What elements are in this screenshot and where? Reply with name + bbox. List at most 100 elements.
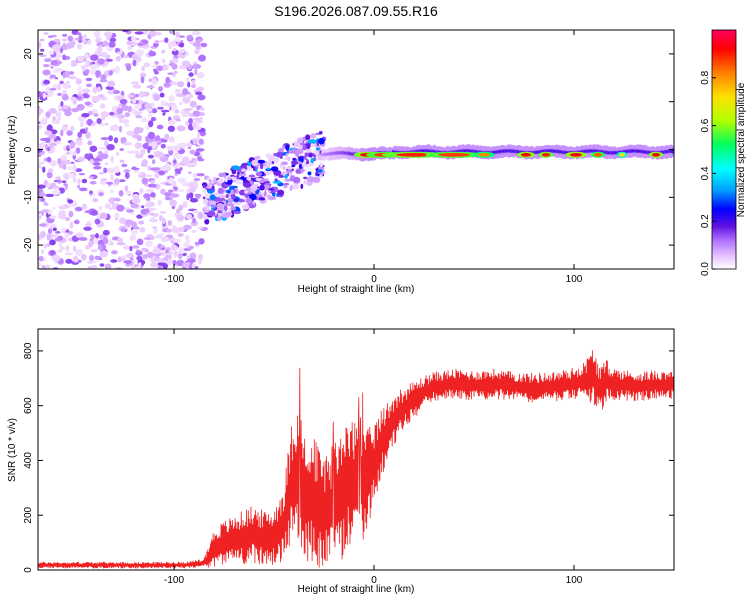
noise-blob — [174, 173, 178, 177]
snr-x-label: Height of straight line (km) — [298, 584, 415, 595]
noise-blob — [90, 64, 99, 69]
echo-blob — [202, 213, 208, 220]
echo-blob — [204, 193, 212, 199]
noise-blob — [100, 212, 106, 219]
noise-blob — [178, 42, 185, 48]
noise-blob — [51, 234, 59, 238]
noise-blob — [151, 108, 158, 114]
trace-peak — [570, 153, 582, 157]
echo-blob — [217, 178, 224, 184]
echo-blob — [226, 203, 235, 207]
noise-blob — [39, 118, 48, 126]
noise-blob — [57, 249, 63, 253]
snr-ticks: -100 0 100 0 200 400 600 800 — [23, 329, 674, 586]
noise-blob — [88, 110, 93, 116]
noise-blob — [90, 54, 99, 61]
noise-blob — [152, 248, 161, 255]
noise-blob — [193, 178, 201, 181]
echo-blob — [267, 194, 271, 200]
noise-blob — [194, 241, 200, 246]
noise-blob — [131, 228, 138, 235]
noise-blob — [181, 156, 190, 164]
noise-blob — [89, 264, 98, 269]
noise-blob — [85, 126, 89, 133]
noise-blob — [82, 93, 89, 99]
echo-blob — [307, 171, 312, 176]
noise-blob — [45, 111, 51, 118]
noise-blob — [149, 167, 159, 171]
echo-blob — [230, 206, 237, 211]
noise-blob — [124, 123, 130, 128]
noise-blob — [186, 34, 194, 41]
echo-blob — [236, 172, 240, 180]
noise-blob — [83, 226, 92, 231]
noise-blob — [87, 266, 92, 269]
colorbar-tick-label: 0.4 — [700, 166, 711, 180]
noise-blob — [43, 32, 49, 35]
noise-blob — [81, 253, 87, 261]
noise-blob — [169, 30, 174, 35]
noise-blob — [59, 210, 66, 217]
noise-blob — [89, 234, 96, 238]
echo-blob — [292, 157, 297, 161]
noise-blob — [197, 94, 206, 101]
colorbar: 0.0 0.2 0.4 0.6 0.8 Normalized spectral ampl… — [700, 29, 747, 276]
echo-blob — [292, 184, 299, 190]
noise-blob — [110, 115, 120, 119]
noise-blob — [173, 238, 182, 242]
noise-blob — [96, 212, 101, 219]
noise-blob — [152, 226, 158, 229]
y-tick-label: 800 — [23, 342, 34, 359]
noise-blob — [57, 235, 64, 241]
noise-blob — [99, 250, 108, 258]
noise-blob — [91, 61, 96, 65]
noise-blob — [42, 117, 50, 120]
noise-blob — [121, 163, 128, 168]
noise-blob — [75, 78, 83, 85]
noise-blob — [148, 113, 153, 118]
noise-blob — [72, 176, 77, 184]
noise-blob — [77, 131, 83, 138]
noise-blob — [195, 91, 203, 96]
noise-blob — [186, 258, 196, 264]
noise-blob — [141, 158, 148, 166]
noise-blob — [49, 224, 58, 228]
noise-blob — [146, 212, 153, 215]
noise-blob — [130, 203, 139, 209]
noise-blob — [178, 35, 186, 38]
noise-blob — [173, 154, 183, 159]
noise-blob — [64, 252, 74, 256]
noise-blob — [176, 259, 185, 267]
noise-blob — [89, 254, 94, 262]
noise-blob — [145, 189, 155, 193]
echo-blob — [210, 207, 214, 211]
noise-blob — [187, 146, 192, 149]
noise-blob — [122, 30, 129, 33]
noise-blob — [50, 182, 56, 187]
noise-blob — [154, 60, 159, 65]
echo-blob — [268, 188, 275, 191]
noise-blob — [78, 172, 85, 176]
echo-blob — [264, 190, 267, 197]
noise-blob — [149, 30, 157, 37]
noise-blob — [177, 227, 185, 233]
noise-blob — [39, 138, 49, 141]
noise-blob — [89, 181, 97, 185]
noise-blob — [84, 153, 90, 160]
noise-blob — [141, 65, 145, 72]
noise-blob — [53, 138, 58, 142]
noise-blob — [81, 88, 91, 94]
noise-blob — [44, 130, 53, 136]
noise-blob — [187, 183, 195, 188]
echo-blob — [282, 145, 285, 150]
noise-blob — [46, 147, 51, 152]
noise-blob — [129, 245, 133, 252]
echo-blob — [204, 204, 210, 211]
echo-blob — [312, 176, 321, 184]
noise-blob — [114, 95, 119, 101]
noise-blob — [167, 179, 174, 184]
noise-blob — [77, 156, 85, 162]
noise-blob — [91, 95, 101, 103]
echo-blob — [208, 200, 212, 208]
noise-blob — [131, 56, 140, 60]
